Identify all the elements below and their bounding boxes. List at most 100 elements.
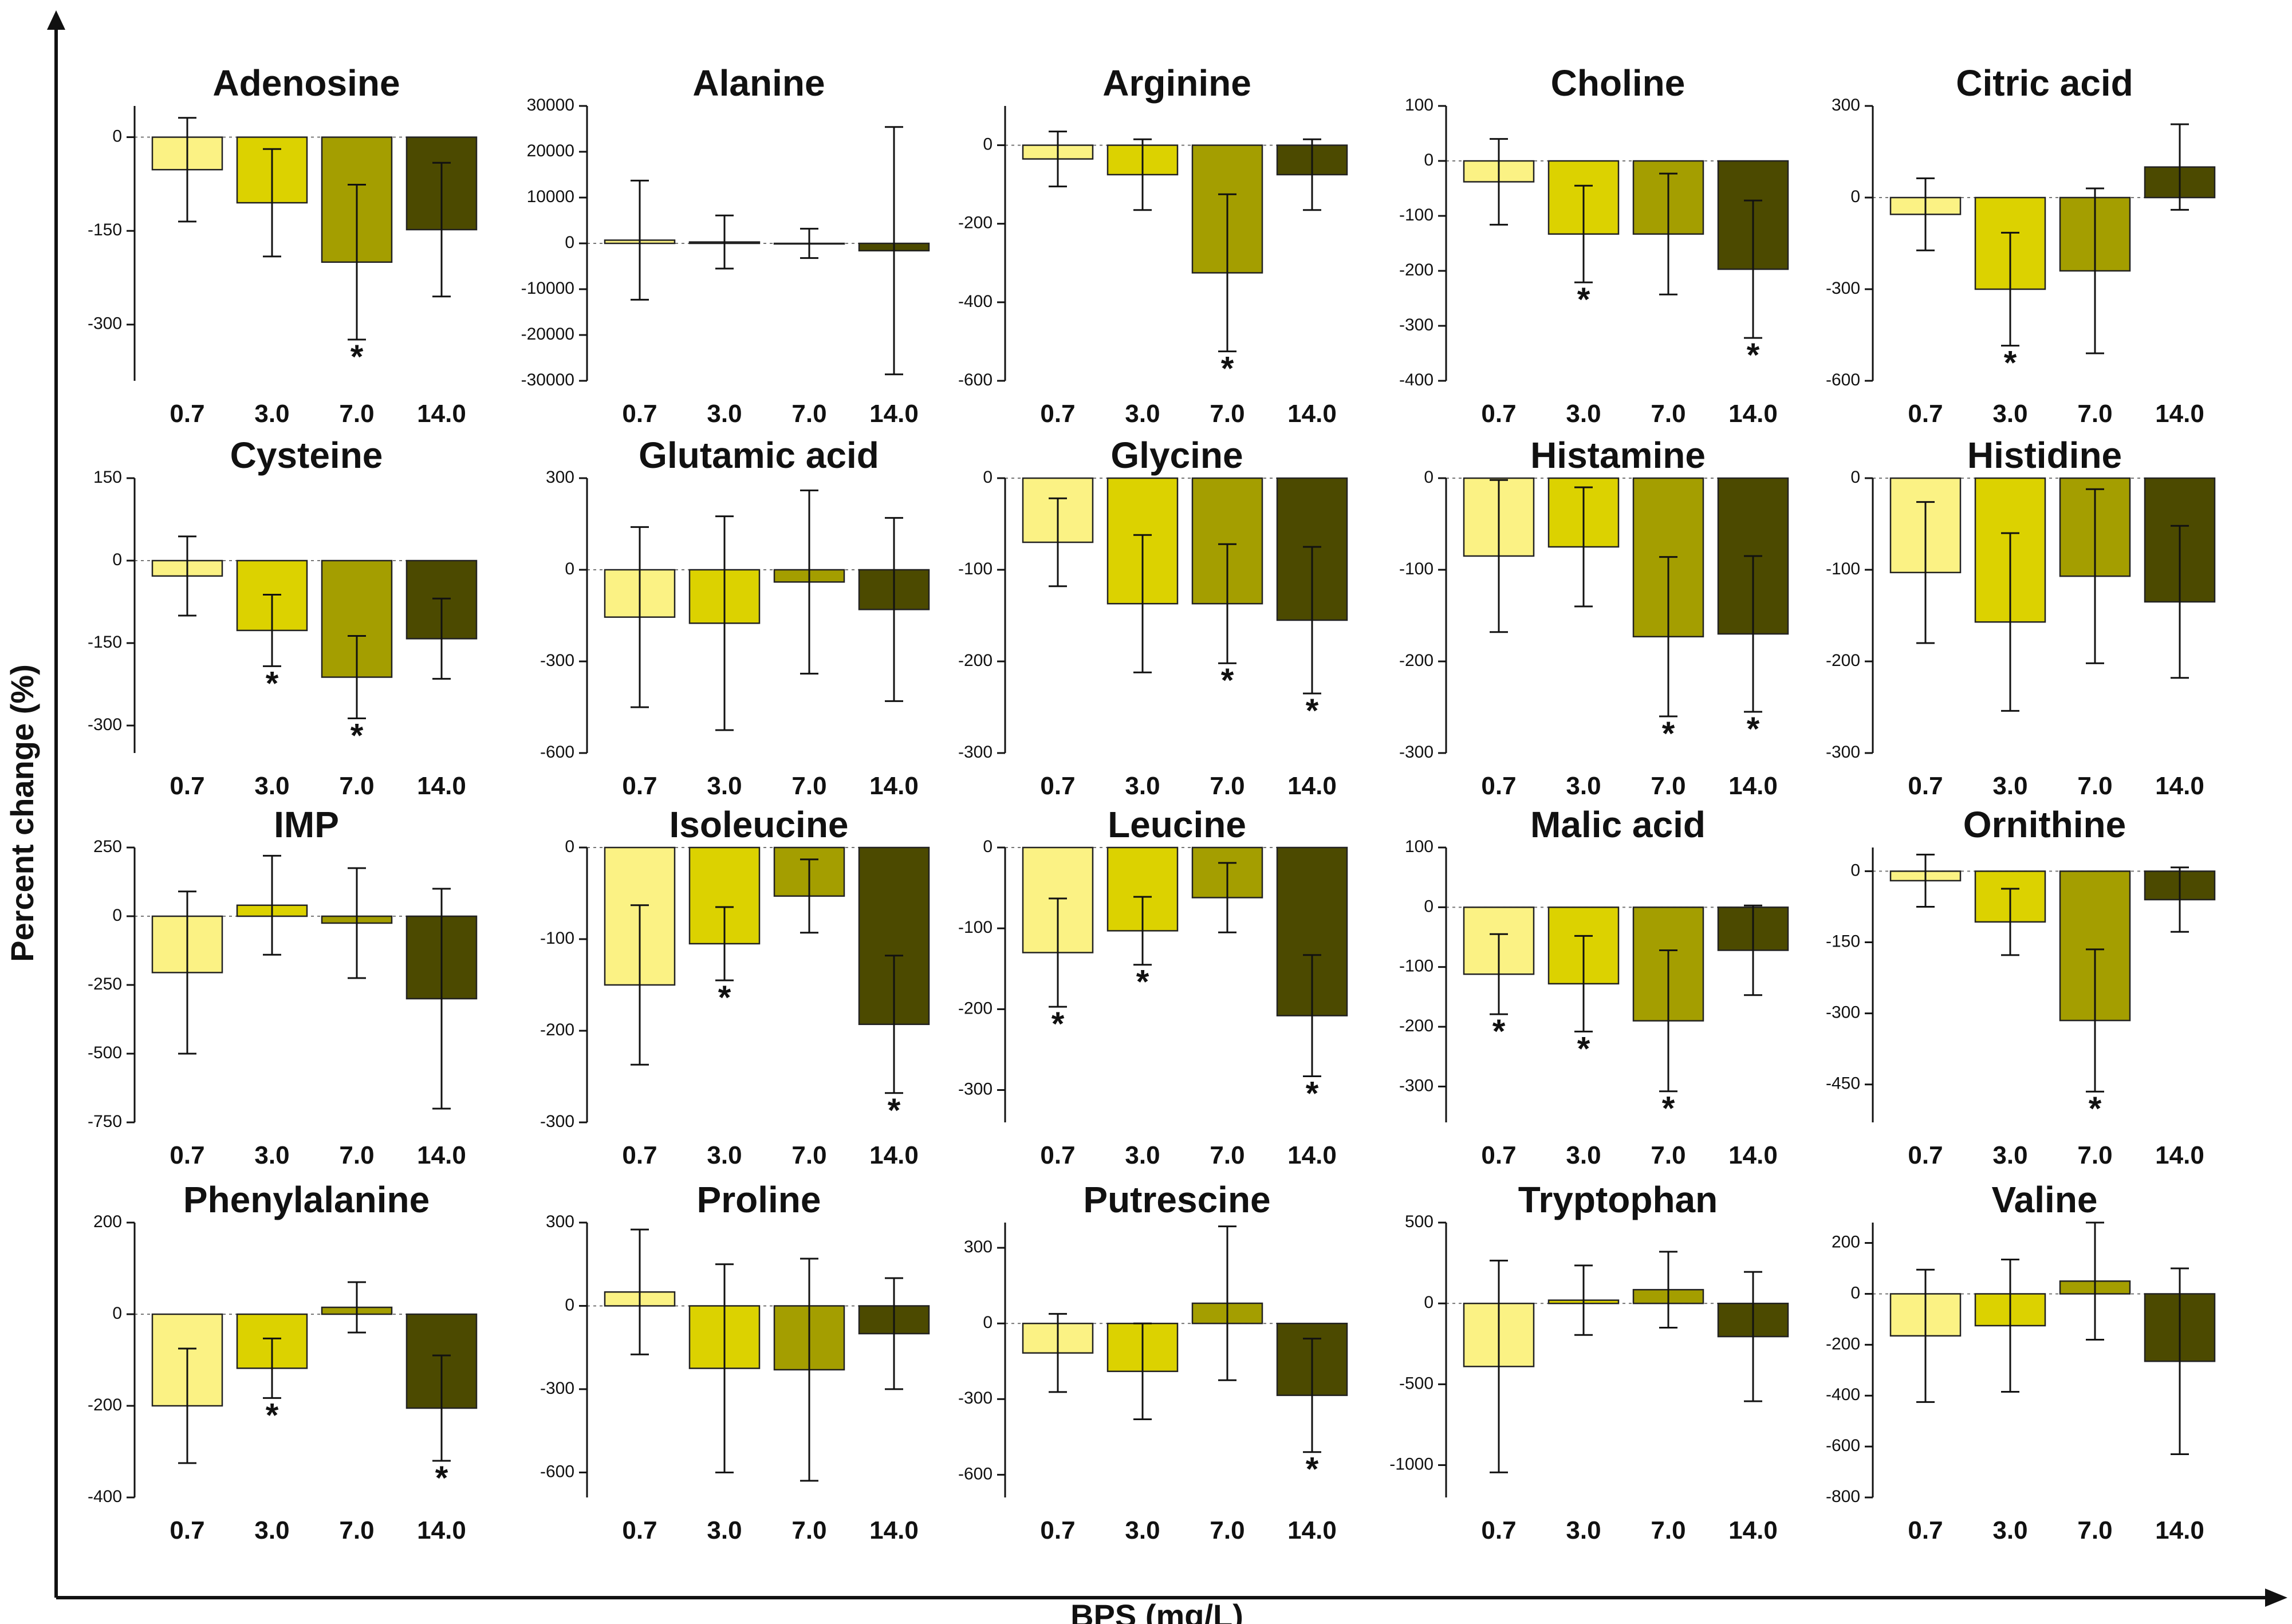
y-tick-label: 150 [93, 468, 122, 487]
y-tick-label: -200 [1826, 651, 1860, 670]
significance-marker: * [1662, 1090, 1675, 1128]
significance-marker: * [2004, 345, 2017, 382]
category-label: 0.7 [170, 772, 204, 800]
panel-putrescine: Putrescine 0.7 3.0 7.0 * 14.0 300 0 -300 -600 [958, 1179, 1348, 1544]
category-label: 3.0 [254, 400, 289, 428]
category-label: 7.0 [1651, 772, 1685, 800]
category-label: 3.0 [1125, 400, 1160, 428]
y-axis-title: Percent change (%) [4, 664, 40, 962]
category-label: 3.0 [707, 1516, 742, 1544]
y-tick-label: -100 [958, 918, 993, 937]
category-label: 7.0 [1210, 772, 1245, 800]
category-label: 14.0 [1287, 400, 1337, 428]
y-tick-label: -150 [88, 633, 122, 652]
category-label: 3.0 [1566, 1516, 1601, 1544]
panel-title: Alanine [692, 62, 825, 104]
y-tick-label: 0 [112, 906, 122, 925]
panels: Adenosine 0.7 3.0 * 7.0 14.0 0 -150 -300 Alanine 0… [88, 62, 2216, 1544]
panel-histamine: Histamine 0.7 3.0 * 7.0 * 14.0 0 -100 -200 -300 [1399, 435, 1789, 800]
y-tick-label: -300 [540, 1112, 574, 1131]
y-tick-label: 0 [1424, 897, 1434, 916]
category-label: 3.0 [254, 772, 289, 800]
category-label: 14.0 [417, 1141, 466, 1169]
significance-marker: * [435, 1460, 448, 1497]
significance-marker: * [1747, 711, 1760, 748]
y-tick-label: -1000 [1389, 1454, 1434, 1473]
y-tick-label: -400 [1399, 370, 1434, 389]
significance-marker: * [1492, 1013, 1506, 1050]
category-label: 0.7 [1040, 400, 1075, 428]
category-label: 7.0 [1651, 1141, 1685, 1169]
y-tick-label: -100 [1399, 957, 1434, 976]
y-tick-label: 0 [112, 550, 122, 569]
significance-marker: * [2089, 1090, 2102, 1128]
category-label: 14.0 [869, 772, 919, 800]
main-axes: Percent change (%) BPS (mg/L) [4, 10, 2287, 1624]
y-tick-label: -200 [540, 1020, 574, 1039]
y-tick-label: 0 [565, 837, 574, 856]
category-label: 3.0 [1125, 1516, 1160, 1544]
category-label: 0.7 [1040, 1141, 1075, 1169]
category-label: 3.0 [1566, 1141, 1601, 1169]
category-label: 3.0 [1125, 772, 1160, 800]
y-tick-label: -150 [88, 220, 122, 239]
category-label: 0.7 [1481, 1516, 1516, 1544]
category-label: 3.0 [1992, 772, 2027, 800]
y-tick-label: -300 [1399, 743, 1434, 762]
significance-marker: * [1052, 1006, 1065, 1043]
category-label: 14.0 [869, 1141, 919, 1169]
main-x-axis-arrow [2265, 1588, 2287, 1607]
y-tick-label: -30000 [521, 370, 574, 389]
significance-marker: * [351, 338, 364, 376]
panel-title: Phenylalanine [183, 1179, 430, 1220]
category-label: 7.0 [791, 1516, 826, 1544]
category-label: 14.0 [1728, 400, 1778, 428]
category-label: 14.0 [1728, 772, 1778, 800]
category-label: 7.0 [339, 772, 374, 800]
panel-proline: Proline 0.7 3.0 7.0 14.0 300 0 -300 -600 [540, 1179, 930, 1544]
category-label: 7.0 [791, 772, 826, 800]
category-label: 14.0 [1287, 772, 1337, 800]
category-label: 7.0 [2077, 1516, 2112, 1544]
panel-alanine: Alanine 0.7 3.0 7.0 14.0 30000 20000 10000 0 -100… [521, 62, 930, 428]
y-tick-label: 0 [1424, 1293, 1434, 1312]
panel-title: Glycine [1110, 435, 1243, 476]
category-label: 7.0 [791, 400, 826, 428]
y-tick-label: -200 [958, 999, 993, 1018]
significance-marker: * [266, 1397, 279, 1434]
y-tick-label: 0 [983, 837, 993, 856]
y-tick-label: 500 [1405, 1212, 1434, 1231]
category-label: 0.7 [622, 1516, 657, 1544]
y-tick-label: -300 [1399, 1076, 1434, 1095]
y-tick-label: 0 [1850, 1283, 1860, 1302]
y-tick-label: -500 [88, 1043, 122, 1062]
category-label: 3.0 [1992, 1516, 2027, 1544]
panel-title: Adenosine [212, 62, 400, 104]
y-tick-label: -300 [1826, 743, 1860, 762]
category-label: 14.0 [1728, 1516, 1778, 1544]
y-tick-label: 0 [112, 127, 122, 145]
category-label: 7.0 [1210, 400, 1245, 428]
y-tick-label: -600 [1826, 370, 1860, 389]
significance-marker: * [1306, 1451, 1319, 1488]
y-tick-label: -300 [540, 651, 574, 670]
y-tick-label: -400 [88, 1487, 122, 1506]
category-label: 0.7 [1040, 772, 1075, 800]
panel-title: Choline [1551, 62, 1685, 104]
y-tick-label: -300 [958, 743, 993, 762]
category-label: 14.0 [417, 1516, 466, 1544]
y-tick-label: -200 [958, 214, 993, 232]
category-label: 0.7 [170, 400, 204, 428]
panel-title: Ornithine [1963, 804, 2126, 845]
category-label: 7.0 [1651, 400, 1685, 428]
category-label: 14.0 [1287, 1141, 1337, 1169]
y-tick-label: 300 [546, 468, 574, 487]
category-label: 3.0 [254, 1516, 289, 1544]
y-tick-label: -20000 [521, 325, 574, 344]
y-tick-label: -400 [958, 292, 993, 311]
y-tick-label: 0 [565, 1295, 574, 1314]
significance-marker: * [1747, 337, 1760, 374]
panel-title: Citric acid [1956, 62, 2133, 104]
category-label: 0.7 [1481, 1141, 1516, 1169]
